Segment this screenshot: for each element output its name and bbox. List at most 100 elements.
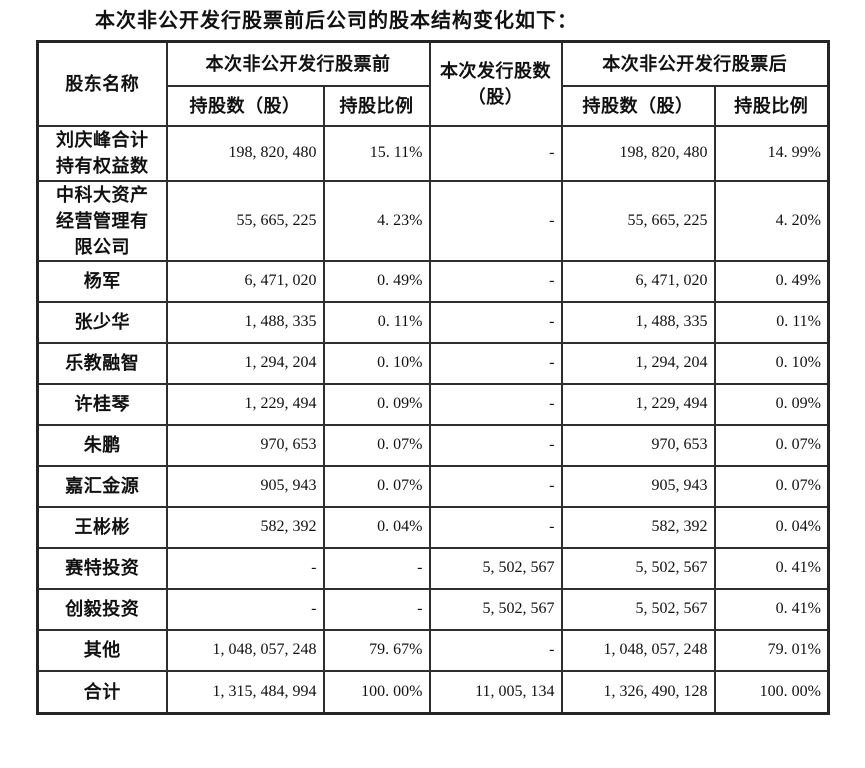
- cell-pre-ratio: -: [322, 546, 431, 590]
- cell-issued-shares: -: [428, 124, 563, 182]
- col-header-pre-ratio: 持股比例: [322, 84, 431, 127]
- cell-post-ratio: 0. 41%: [713, 587, 830, 631]
- cell-post-ratio: 14. 99%: [713, 124, 830, 182]
- cell-pre-shares: -: [165, 546, 325, 590]
- table-row: 杨军 6, 471, 020 0. 49% - 6, 471, 020 0. 4…: [36, 259, 830, 303]
- cell-issued-shares: -: [428, 423, 563, 467]
- cell-post-shares: 1, 229, 494: [560, 382, 716, 426]
- cell-pre-ratio: 0. 04%: [322, 505, 431, 549]
- cell-post-ratio: 100. 00%: [713, 669, 830, 715]
- cell-post-ratio: 0. 41%: [713, 546, 830, 590]
- cell-post-shares: 1, 294, 204: [560, 341, 716, 385]
- table-row: 许桂琴 1, 229, 494 0. 09% - 1, 229, 494 0. …: [36, 382, 830, 426]
- cell-pre-ratio: 15. 11%: [322, 124, 431, 182]
- cell-post-ratio: 0. 10%: [713, 341, 830, 385]
- cell-post-shares: 1, 048, 057, 248: [560, 628, 716, 672]
- cell-issued-shares: -: [428, 341, 563, 385]
- cell-issued-shares: -: [428, 179, 563, 262]
- cell-pre-shares: 905, 943: [165, 464, 325, 508]
- cell-post-shares: 55, 665, 225: [560, 179, 716, 262]
- cell-pre-shares: 1, 315, 484, 994: [165, 669, 325, 715]
- cell-shareholder-name: 乐教融智: [36, 341, 168, 385]
- table-row: 其他 1, 048, 057, 248 79. 67% - 1, 048, 05…: [36, 628, 830, 672]
- cell-pre-shares: 1, 048, 057, 248: [165, 628, 325, 672]
- header-row-groups: 股东名称 本次非公开发行股票前 本次发行股数 （股） 本次非公开发行股票后: [36, 40, 830, 127]
- cell-post-shares: 198, 820, 480: [560, 124, 716, 182]
- cell-post-ratio: 79. 01%: [713, 628, 830, 672]
- col-header-after-group: 本次非公开发行股票后: [560, 40, 830, 87]
- cell-pre-shares: 198, 820, 480: [165, 124, 325, 182]
- cell-shareholder-name: 刘庆峰合计 持有权益数: [36, 124, 168, 182]
- cell-post-ratio: 0. 09%: [713, 382, 830, 426]
- cell-pre-ratio: 79. 67%: [322, 628, 431, 672]
- cell-pre-shares: 1, 294, 204: [165, 341, 325, 385]
- col-header-shareholder: 股东名称: [36, 40, 168, 127]
- cell-pre-ratio: 0. 07%: [322, 423, 431, 467]
- cell-pre-ratio: 0. 07%: [322, 464, 431, 508]
- cell-shareholder-name: 其他: [36, 628, 168, 672]
- table-row: 嘉汇金源 905, 943 0. 07% - 905, 943 0. 07%: [36, 464, 830, 508]
- cell-issued-shares: -: [428, 505, 563, 549]
- table-row: 乐教融智 1, 294, 204 0. 10% - 1, 294, 204 0.…: [36, 341, 830, 385]
- cell-pre-ratio: 0. 11%: [322, 300, 431, 344]
- cell-pre-ratio: 100. 00%: [322, 669, 431, 715]
- cell-post-ratio: 0. 04%: [713, 505, 830, 549]
- cell-pre-ratio: 0. 10%: [322, 341, 431, 385]
- share-structure-table: 股东名称 本次非公开发行股票前 本次发行股数 （股） 本次非公开发行股票后 持股…: [36, 40, 830, 715]
- col-header-before-group: 本次非公开发行股票前: [165, 40, 431, 87]
- cell-shareholder-name: 中科大资产 经营管理有 限公司: [36, 179, 168, 262]
- cell-post-ratio: 0. 07%: [713, 464, 830, 508]
- table-row-total: 合计 1, 315, 484, 994 100. 00% 11, 005, 13…: [36, 669, 830, 715]
- table-row: 创毅投资 - - 5, 502, 567 5, 502, 567 0. 41%: [36, 587, 830, 631]
- cell-issued-shares: -: [428, 259, 563, 303]
- col-header-pre-shares: 持股数（股）: [165, 84, 325, 127]
- table-row: 赛特投资 - - 5, 502, 567 5, 502, 567 0. 41%: [36, 546, 830, 590]
- cell-pre-ratio: 4. 23%: [322, 179, 431, 262]
- cell-issued-shares: -: [428, 628, 563, 672]
- table-row: 刘庆峰合计 持有权益数 198, 820, 480 15. 11% - 198,…: [36, 124, 830, 182]
- cell-shareholder-name: 创毅投资: [36, 587, 168, 631]
- cell-post-shares: 5, 502, 567: [560, 546, 716, 590]
- cell-shareholder-name: 嘉汇金源: [36, 464, 168, 508]
- cell-issued-shares: -: [428, 300, 563, 344]
- cell-post-shares: 970, 653: [560, 423, 716, 467]
- cell-pre-ratio: 0. 09%: [322, 382, 431, 426]
- cell-issued-shares: 5, 502, 567: [428, 587, 563, 631]
- cell-shareholder-name: 合计: [36, 669, 168, 715]
- table-row: 王彬彬 582, 392 0. 04% - 582, 392 0. 04%: [36, 505, 830, 549]
- cell-shareholder-name: 王彬彬: [36, 505, 168, 549]
- table-row: 中科大资产 经营管理有 限公司 55, 665, 225 4. 23% - 55…: [36, 179, 830, 262]
- cell-pre-shares: 970, 653: [165, 423, 325, 467]
- cell-pre-shares: 55, 665, 225: [165, 179, 325, 262]
- cell-issued-shares: 5, 502, 567: [428, 546, 563, 590]
- col-header-issued-shares: 本次发行股数 （股）: [428, 40, 563, 127]
- cell-post-shares: 6, 471, 020: [560, 259, 716, 303]
- cell-issued-shares: -: [428, 464, 563, 508]
- table-row: 朱鹏 970, 653 0. 07% - 970, 653 0. 07%: [36, 423, 830, 467]
- document-title: 本次非公开发行股票前后公司的股本结构变化如下：: [95, 10, 578, 32]
- cell-post-ratio: 0. 07%: [713, 423, 830, 467]
- cell-shareholder-name: 赛特投资: [36, 546, 168, 590]
- cell-post-shares: 582, 392: [560, 505, 716, 549]
- cell-post-ratio: 4. 20%: [713, 179, 830, 262]
- cell-shareholder-name: 杨军: [36, 259, 168, 303]
- cell-pre-shares: 582, 392: [165, 505, 325, 549]
- col-header-post-ratio: 持股比例: [713, 84, 830, 127]
- cell-post-shares: 905, 943: [560, 464, 716, 508]
- cell-shareholder-name: 朱鹏: [36, 423, 168, 467]
- cell-pre-shares: 1, 229, 494: [165, 382, 325, 426]
- header-row-sub: 持股数（股） 持股比例 持股数（股） 持股比例: [38, 84, 830, 127]
- table-row: 张少华 1, 488, 335 0. 11% - 1, 488, 335 0. …: [36, 300, 830, 344]
- cell-shareholder-name: 张少华: [36, 300, 168, 344]
- cell-pre-ratio: 0. 49%: [322, 259, 431, 303]
- cell-post-shares: 5, 502, 567: [560, 587, 716, 631]
- cell-post-shares: 1, 326, 490, 128: [560, 669, 716, 715]
- cell-pre-shares: -: [165, 587, 325, 631]
- cell-issued-shares: -: [428, 382, 563, 426]
- cell-pre-ratio: -: [322, 587, 431, 631]
- cell-post-shares: 1, 488, 335: [560, 300, 716, 344]
- cell-post-ratio: 0. 49%: [713, 259, 830, 303]
- col-header-post-shares: 持股数（股）: [560, 84, 716, 127]
- cell-shareholder-name: 许桂琴: [36, 382, 168, 426]
